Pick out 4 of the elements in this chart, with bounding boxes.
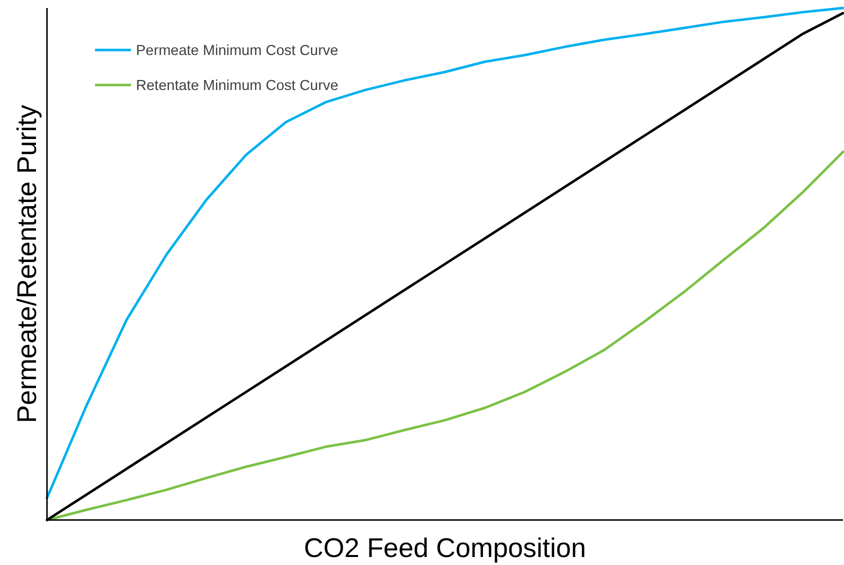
legend-label: Retentate Minimum Cost Curve [136,78,338,94]
legend-label: Permeate Minimum Cost Curve [136,43,338,59]
y-axis-title: Permeate/Retentate Purity [12,104,42,424]
x-axis-title: CO2 Feed Composition [304,533,586,563]
